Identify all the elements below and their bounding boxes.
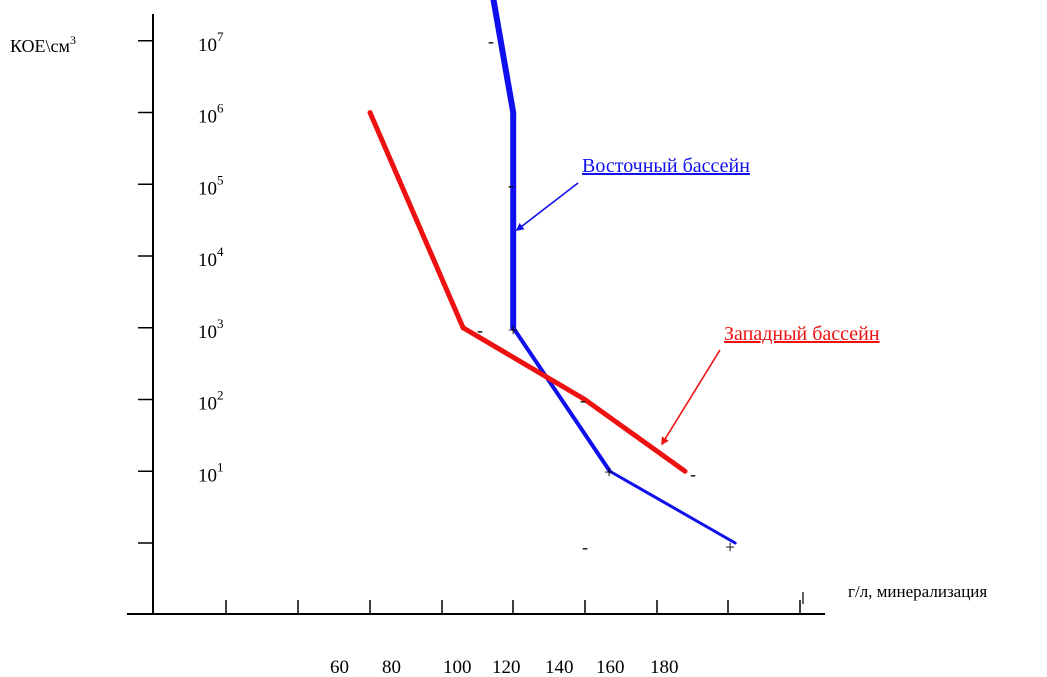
point-marker: +	[508, 320, 518, 340]
y-tick-label: 102	[198, 388, 224, 415]
point-marker: +	[604, 462, 614, 482]
series-west-segment	[367, 110, 466, 331]
y-tick-label: 101	[198, 459, 224, 486]
x-tick-labels: 60 80 100 120 140 160 180	[330, 657, 679, 677]
x-tick-label: 60	[330, 657, 349, 677]
point-marker: -	[580, 390, 586, 410]
series-label-west: Западный бассейн	[724, 323, 880, 345]
series-west-segment	[582, 397, 688, 474]
y-tick-label: 105	[198, 172, 224, 199]
x-tick-label: 160	[596, 657, 625, 677]
point-marker: +	[725, 537, 735, 557]
y-axis-label: КОЕ\см3	[10, 33, 76, 56]
point-marker: -	[690, 464, 696, 484]
series-east-segment	[608, 469, 737, 545]
point-marker: -	[477, 320, 483, 340]
point-markers: - - + - - + - + -	[477, 31, 735, 557]
annotations: Восточный бассейн Западный бассейн	[515, 155, 880, 446]
x-tick-label: 140	[545, 657, 574, 677]
point-marker: -	[508, 175, 514, 195]
x-tick-label: 120	[492, 657, 521, 677]
annotation-arrow	[515, 182, 579, 231]
series-west-segment	[460, 325, 588, 402]
series-label-east: Восточный бассейн	[582, 155, 750, 177]
point-marker: -	[582, 537, 588, 557]
point-marker: -	[488, 31, 494, 51]
y-tick-labels: 108107106105104103102101	[198, 29, 224, 487]
x-axis-label: г/л, минерализация	[848, 582, 987, 601]
y-tick-label: 103	[198, 316, 224, 343]
x-tick-label: 180	[650, 657, 679, 677]
series-east-segment	[490, 0, 517, 116]
y-tick-label: 107	[198, 29, 224, 56]
series-east-segment	[511, 325, 612, 474]
series-layer	[367, 0, 737, 545]
axes	[127, 14, 825, 615]
x-tick-label: 100	[443, 657, 472, 677]
y-tick-label: 104	[198, 244, 224, 271]
annotation-arrow	[661, 349, 721, 446]
x-tick-label: 80	[382, 657, 401, 677]
y-tick-label: 106	[198, 101, 224, 128]
